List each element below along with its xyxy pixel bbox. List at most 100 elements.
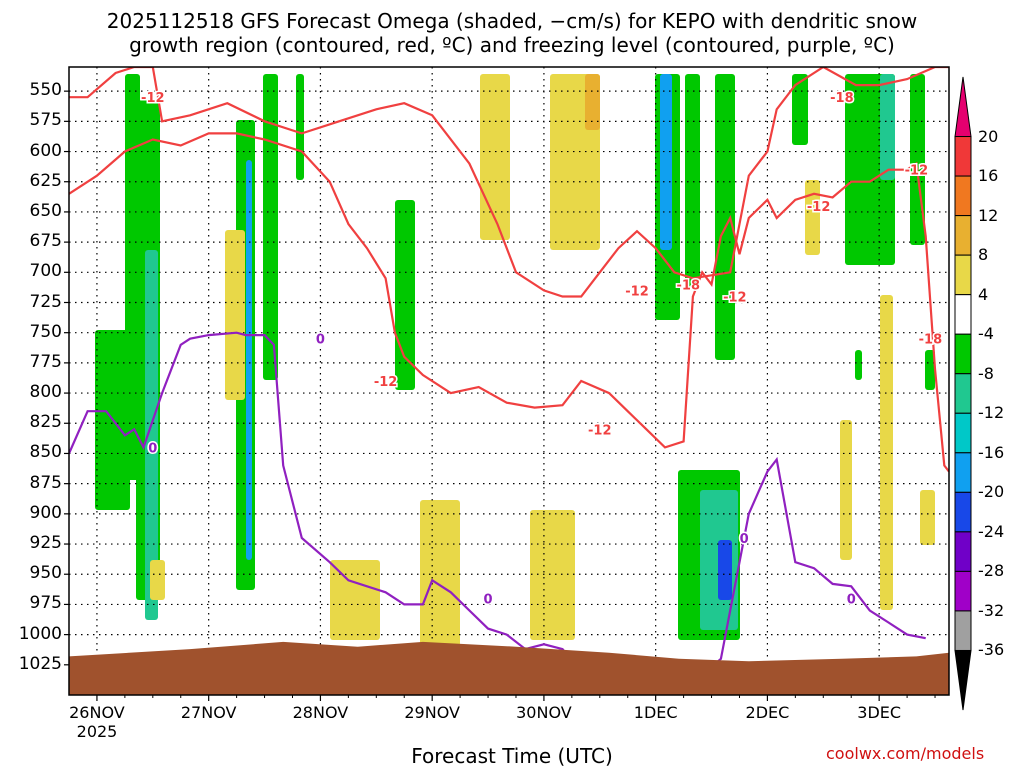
y-tick-label: 900 bbox=[29, 502, 62, 523]
colorbar-label: -32 bbox=[978, 600, 1005, 620]
colorbar-swatch bbox=[954, 136, 972, 177]
dgz-label-4: -12 bbox=[625, 284, 649, 299]
colorbar-label: -28 bbox=[978, 561, 1005, 581]
dgz-label-7: -12 bbox=[807, 200, 831, 215]
colorbar bbox=[954, 76, 972, 711]
colorbar-label: 16 bbox=[978, 166, 999, 186]
colorbar-bottom-triangle bbox=[954, 649, 972, 711]
colorbar-swatch bbox=[954, 294, 972, 335]
y-tick-label: 950 bbox=[29, 563, 62, 584]
omega-area-27 bbox=[880, 295, 893, 610]
credit-text: coolwx.com/models bbox=[826, 744, 985, 763]
omega-area-32 bbox=[718, 540, 732, 600]
omega-area-17 bbox=[395, 200, 415, 390]
omega-area-29 bbox=[920, 490, 935, 545]
omega-area-3 bbox=[145, 250, 158, 620]
colorbar-top-triangle bbox=[954, 76, 972, 138]
omega-area-33 bbox=[855, 350, 862, 380]
x-tick-label: 29NOV bbox=[404, 703, 460, 722]
colorbar-swatch bbox=[954, 610, 972, 651]
omega-area-6 bbox=[246, 160, 252, 560]
y-tick-label: 975 bbox=[29, 593, 62, 614]
x-tick-label: 30NOV bbox=[516, 703, 572, 722]
y-tick-label: 650 bbox=[29, 200, 62, 221]
x-tick-label: 1DEC bbox=[633, 703, 678, 722]
dgz-label-1: -12 bbox=[141, 91, 165, 106]
omega-area-7 bbox=[263, 74, 278, 380]
colorbar-swatch bbox=[954, 412, 972, 454]
dgz-label-8: -18 bbox=[830, 91, 854, 106]
x-tick-label: 3DEC bbox=[857, 703, 902, 722]
x-tick-label: 28NOV bbox=[292, 703, 349, 722]
colorbar-label: -4 bbox=[978, 324, 994, 344]
dgz-label-3: -12 bbox=[588, 423, 612, 438]
colorbar-label: -20 bbox=[978, 482, 1005, 502]
x-tick-label: 2DEC bbox=[745, 703, 790, 722]
omega-area-19 bbox=[660, 74, 672, 250]
omega-area-34 bbox=[840, 420, 852, 560]
y-tick-label: 550 bbox=[29, 80, 62, 101]
omega-area-20 bbox=[685, 74, 700, 290]
y-tick-label: 875 bbox=[29, 472, 62, 493]
y-tick-label: 600 bbox=[29, 140, 62, 161]
freezing-label-2: 0 bbox=[316, 333, 325, 348]
freezing-label-3: 0 bbox=[484, 592, 493, 607]
dgz-label-5: -18 bbox=[677, 278, 701, 293]
colorbar-swatch bbox=[954, 491, 972, 533]
colorbar-label: -24 bbox=[978, 521, 1005, 541]
omega-area-26 bbox=[925, 350, 935, 390]
y-tick-label: 850 bbox=[29, 442, 62, 463]
y-tick-label: 775 bbox=[29, 351, 62, 372]
colorbar-swatch bbox=[954, 452, 972, 493]
chart-title-line2: growth region (contoured, red, ºC) and f… bbox=[129, 33, 895, 57]
terrain bbox=[69, 641, 949, 695]
omega-area-13 bbox=[480, 74, 510, 240]
omega-area-15 bbox=[585, 74, 600, 130]
y-tick-label: 800 bbox=[29, 382, 62, 403]
omega-area-10 bbox=[330, 560, 380, 640]
colorbar-label: -8 bbox=[978, 363, 994, 383]
x-tick-label: 27NOV bbox=[180, 703, 237, 722]
dgz-label-10: -18 bbox=[919, 333, 943, 348]
colorbar-label: -16 bbox=[978, 442, 1005, 462]
y-tick-label: 825 bbox=[29, 412, 62, 433]
omega-area-24 bbox=[880, 74, 895, 180]
y-ticks bbox=[64, 90, 69, 666]
omega-area-21 bbox=[715, 74, 735, 360]
omega-shading bbox=[95, 74, 935, 650]
y-tick-label: 1000 bbox=[18, 623, 62, 644]
colorbar-label: -36 bbox=[978, 640, 1005, 660]
omega-area-28 bbox=[805, 180, 820, 255]
y-tick-label: 700 bbox=[29, 261, 62, 282]
dgz-label-9: -12 bbox=[905, 164, 929, 179]
omega-area-16 bbox=[560, 74, 570, 165]
omega-area-9 bbox=[225, 230, 245, 400]
plot-border bbox=[68, 66, 950, 696]
x-tick-label: 26NOV bbox=[69, 703, 125, 722]
y-tick-label: 575 bbox=[29, 110, 62, 131]
y-tick-label: 725 bbox=[29, 291, 62, 312]
x-ticks bbox=[96, 695, 936, 701]
omega-area-35 bbox=[150, 560, 165, 600]
colorbar-swatch bbox=[954, 215, 972, 256]
colorbar-label: 20 bbox=[978, 126, 999, 146]
freezing-label-1: 0 bbox=[148, 441, 157, 456]
omega-area-12 bbox=[530, 510, 575, 640]
freezing-label-4: 0 bbox=[740, 532, 749, 547]
chart-title-line1: 2025112518 GFS Forecast Omega (shaded, −… bbox=[106, 9, 918, 33]
colorbar-swatch bbox=[954, 570, 972, 612]
colorbar-label: 4 bbox=[978, 284, 989, 304]
freezing-label-5: 0 bbox=[847, 592, 856, 607]
contour-labels: -12 -12 -12 -12 -18 -12 -12 -18 -12 -18 0 0 0 0 0 bbox=[140, 90, 944, 609]
dgz-contour-upper bbox=[69, 67, 949, 298]
x-year-label: 2025 bbox=[76, 722, 118, 741]
dgz-label-2: -12 bbox=[374, 375, 398, 390]
colorbar-swatch bbox=[954, 531, 972, 572]
y-tick-label: 1025 bbox=[18, 653, 62, 674]
freezing-level-contour bbox=[69, 331, 926, 684]
omega-area-11 bbox=[420, 500, 460, 650]
y-tick-label: 675 bbox=[29, 231, 62, 252]
dgz-contour-lower bbox=[69, 132, 949, 473]
